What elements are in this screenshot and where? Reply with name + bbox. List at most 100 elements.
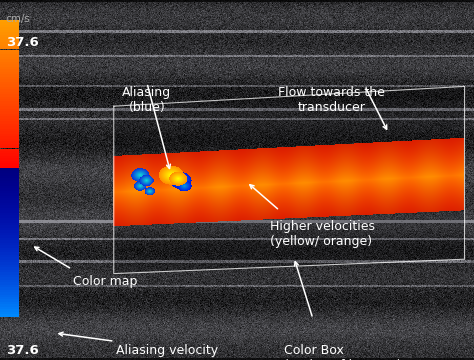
Bar bbox=[0, 121, 19, 124]
Bar bbox=[0, 107, 19, 109]
Bar bbox=[0, 168, 19, 171]
Bar bbox=[0, 25, 19, 27]
Bar bbox=[0, 228, 19, 230]
Bar bbox=[0, 40, 19, 42]
Bar bbox=[0, 114, 19, 116]
Bar bbox=[0, 144, 19, 146]
Bar bbox=[0, 72, 19, 74]
Bar bbox=[0, 223, 19, 225]
Bar bbox=[0, 203, 19, 206]
Bar bbox=[0, 312, 19, 314]
Bar bbox=[0, 233, 19, 235]
Bar bbox=[0, 220, 19, 223]
Bar bbox=[0, 309, 19, 312]
Bar bbox=[0, 57, 19, 59]
Bar bbox=[0, 183, 19, 186]
Bar bbox=[0, 282, 19, 285]
Bar bbox=[0, 134, 19, 136]
Bar bbox=[0, 300, 19, 302]
Bar bbox=[0, 307, 19, 309]
Bar bbox=[0, 94, 19, 96]
Bar bbox=[0, 166, 19, 168]
Bar bbox=[0, 69, 19, 72]
Bar bbox=[0, 148, 19, 151]
Bar bbox=[0, 171, 19, 173]
Bar bbox=[0, 210, 19, 213]
Bar bbox=[0, 129, 19, 131]
Bar bbox=[0, 190, 19, 193]
Bar bbox=[0, 131, 19, 134]
Bar bbox=[0, 62, 19, 64]
Bar bbox=[0, 49, 19, 52]
Bar bbox=[0, 257, 19, 260]
Text: Color Box
(region of interest): Color Box (region of interest) bbox=[284, 344, 402, 360]
Bar bbox=[0, 30, 19, 32]
Bar bbox=[0, 153, 19, 156]
Text: Aliasing velocity: Aliasing velocity bbox=[116, 344, 218, 357]
Bar bbox=[0, 139, 19, 141]
Bar bbox=[0, 206, 19, 208]
Bar bbox=[0, 272, 19, 275]
Bar bbox=[0, 173, 19, 176]
Bar bbox=[0, 158, 19, 161]
Bar bbox=[0, 42, 19, 45]
Bar bbox=[0, 87, 19, 89]
Bar bbox=[0, 195, 19, 198]
Bar bbox=[0, 82, 19, 84]
Bar bbox=[0, 102, 19, 104]
Bar bbox=[0, 208, 19, 210]
Bar bbox=[0, 305, 19, 307]
Bar bbox=[0, 96, 19, 99]
Bar bbox=[0, 245, 19, 248]
Bar bbox=[0, 262, 19, 265]
Bar bbox=[0, 186, 19, 188]
Bar bbox=[0, 37, 19, 40]
Bar bbox=[0, 267, 19, 270]
Bar bbox=[0, 35, 19, 37]
Bar bbox=[0, 275, 19, 277]
Bar bbox=[0, 314, 19, 317]
Bar bbox=[0, 111, 19, 114]
Bar bbox=[0, 248, 19, 250]
Bar bbox=[0, 270, 19, 272]
Bar bbox=[0, 292, 19, 294]
Bar bbox=[0, 176, 19, 178]
Bar bbox=[0, 109, 19, 111]
Bar bbox=[0, 20, 19, 22]
Bar bbox=[0, 52, 19, 54]
Bar bbox=[0, 27, 19, 30]
Bar bbox=[0, 193, 19, 195]
Bar bbox=[0, 178, 19, 181]
Text: Color map: Color map bbox=[73, 275, 138, 288]
Bar bbox=[0, 136, 19, 139]
Bar bbox=[0, 238, 19, 240]
Bar bbox=[0, 161, 19, 163]
Bar bbox=[0, 22, 19, 25]
Bar bbox=[0, 201, 19, 203]
Text: Aliasing
(blue): Aliasing (blue) bbox=[122, 86, 172, 114]
Bar bbox=[0, 225, 19, 228]
Bar bbox=[0, 54, 19, 57]
Bar bbox=[0, 250, 19, 252]
Bar bbox=[0, 280, 19, 282]
Bar bbox=[0, 84, 19, 87]
Bar bbox=[0, 141, 19, 144]
Text: Flow towards the
transducer: Flow towards the transducer bbox=[278, 86, 385, 114]
Bar bbox=[0, 297, 19, 300]
Bar bbox=[0, 151, 19, 153]
Bar bbox=[0, 79, 19, 82]
Bar bbox=[0, 99, 19, 102]
Bar bbox=[0, 91, 19, 94]
Text: 37.6: 37.6 bbox=[6, 36, 38, 49]
Text: Higher velocities
(yellow/ orange): Higher velocities (yellow/ orange) bbox=[270, 220, 375, 248]
Bar bbox=[0, 294, 19, 297]
Bar bbox=[0, 218, 19, 220]
Bar bbox=[0, 156, 19, 158]
Bar bbox=[0, 255, 19, 257]
Bar bbox=[0, 89, 19, 91]
Bar bbox=[0, 240, 19, 243]
Text: cm/s: cm/s bbox=[6, 14, 30, 24]
Bar bbox=[0, 126, 19, 129]
Bar bbox=[0, 64, 19, 67]
Bar bbox=[0, 289, 19, 292]
